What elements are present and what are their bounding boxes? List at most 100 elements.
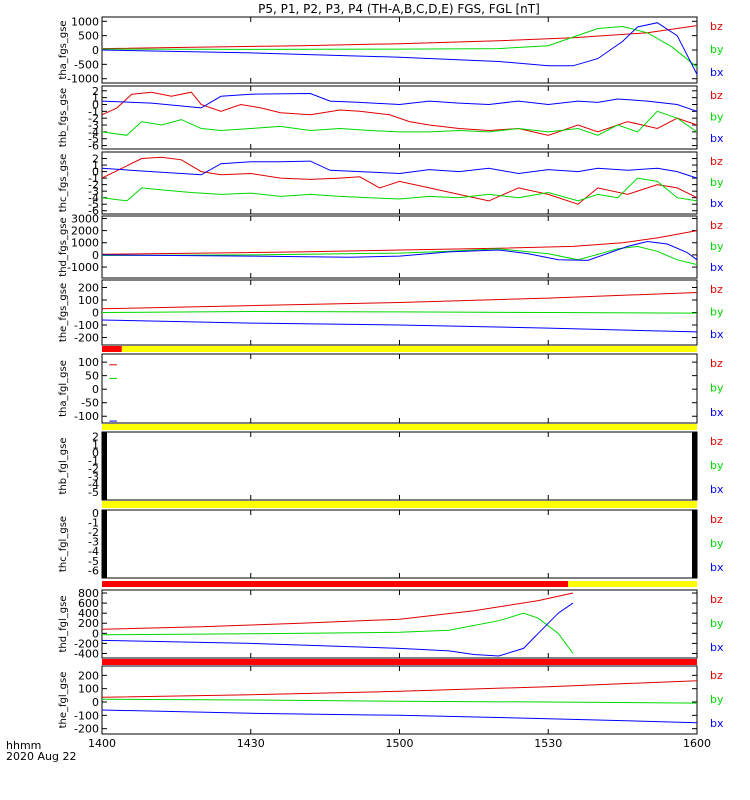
ylabel-thb_fgl: thb_fgl_gse [58,438,69,495]
series-bx-thb_fgs [101,92,698,112]
ytick-label: 400 [78,607,99,620]
legend-bx: bx [710,132,724,145]
series-by-tha_fgs [101,25,698,68]
ytick-label: -200 [74,332,99,345]
ytick-label: 50 [85,370,99,383]
ylabel-thd_fgs: thd_fgs_gse [58,217,69,276]
ytick-label: 0 [92,507,99,520]
legend-bx: bx [710,197,724,210]
ylabel-tha_fgs: tha_fgs_gse [58,20,69,79]
ytick-label: 1 [92,159,99,172]
ytick-label: 0 [92,627,99,640]
ytick-label: -3 [88,119,99,132]
ytick-label: 200 [78,282,99,295]
ytick-label: 100 [78,683,99,696]
ytick-label: 2 [92,431,99,444]
ytick-label: -1000 [67,261,99,274]
legend-bz: bz [710,593,723,606]
ytick-label: 100 [78,294,99,307]
ytick-label: -2 [88,526,99,539]
data-block-left [102,510,107,578]
ytick-label: 500 [78,30,99,43]
xtick-label: 1500 [386,737,414,750]
ytick-label: -2 [88,179,99,192]
ytick-label: 3000 [71,212,99,225]
ytick-label: 0 [92,166,99,179]
ytick-label: 200 [78,617,99,630]
data-block-left [102,432,107,500]
ytick-label: -1 [88,516,99,529]
series-bz-the_fgl [101,680,698,698]
ylabel-thb_fgs: thb_fgs_gse [58,88,69,147]
plot-title: P5, P1, P2, P3, P4 (TH-A,B,C,D,E) FGS, F… [258,2,540,16]
status-segment-bar_red [102,659,697,665]
series-by-the_fgs [101,310,698,314]
panel-frame-thb_fgs [101,85,698,150]
legend-bx: bx [710,483,724,496]
series-bz-thc_fgs [101,156,698,205]
series-by-the_fgl [101,698,698,704]
status-segment-bar_yellow [121,346,698,352]
ytick-label: 0 [92,249,99,262]
ytick-label: -1 [88,172,99,185]
legend-bx: bx [710,328,724,341]
corner-label-date: 2020 Aug 22 [6,750,76,763]
ytick-label: -5 [88,198,99,211]
ytick-label: 2 [92,85,99,98]
legend-bz: bz [710,357,723,370]
ytick-label: 1 [92,92,99,105]
ytick-label: 1000 [71,237,99,250]
ytick-label: -4 [88,192,99,205]
legend-bx: bx [710,406,724,419]
ytick-label: -6 [88,564,99,577]
data-block-right [692,432,697,500]
panel-frame-thd_fgs [101,215,698,279]
panel-frame-thd_fgl [101,589,698,659]
legend-bz: bz [710,283,723,296]
ytick-label: 0 [92,307,99,320]
ytick-label: 200 [78,669,99,682]
series-bx-tha_fgs [101,22,698,75]
series-bx-thd_fgs [101,240,698,261]
series-by-thd_fgl [101,612,574,654]
legend-bz: bz [710,513,723,526]
ytick-label: 600 [78,597,99,610]
xtick-label: 1430 [237,737,265,750]
ytick-label: -100 [74,319,99,332]
ytick-label: -1 [88,105,99,118]
ytick-label: -100 [74,410,99,423]
ytick-label: 1 [92,439,99,452]
series-bz-tha_fgs [101,25,698,50]
ytick-label: -50 [81,397,99,410]
status-segment-bar_yellow [568,581,697,587]
ytick-label: -3 [88,185,99,198]
status-segment-bar_red [102,581,569,587]
legend-bx: bx [710,717,724,730]
series-bx-thd_fgl [101,602,574,657]
ytick-label: 100 [78,356,99,369]
ytick-label: -200 [74,637,99,650]
ytick-label: -6 [88,205,99,218]
legend-by: by [710,111,724,124]
legend-bx: bx [710,66,724,79]
legend-bx: bx [710,261,724,274]
legend-bx: bx [710,561,724,574]
panel-frame-thc_fgl [101,509,698,579]
ytick-label: -4 [88,126,99,139]
ytick-label: 0 [92,383,99,396]
series-bz-thb_fgs [101,91,698,136]
ytick-label: -1000 [67,73,99,86]
ytick-label: 0 [92,44,99,57]
corner-label-hhmm: hhmm [6,739,41,752]
panel-frame-tha_fgl [101,353,698,424]
xtick-label: 1530 [534,737,562,750]
data-block-right [692,510,697,578]
legend-bz: bz [710,669,723,682]
series-bx-the_fgs [101,319,698,333]
ytick-label: 0 [92,98,99,111]
series-by-thd_fgs [101,245,698,266]
legend-bz: bz [710,20,723,33]
ytick-label: -400 [74,647,99,660]
ytick-label: 0 [92,447,99,460]
